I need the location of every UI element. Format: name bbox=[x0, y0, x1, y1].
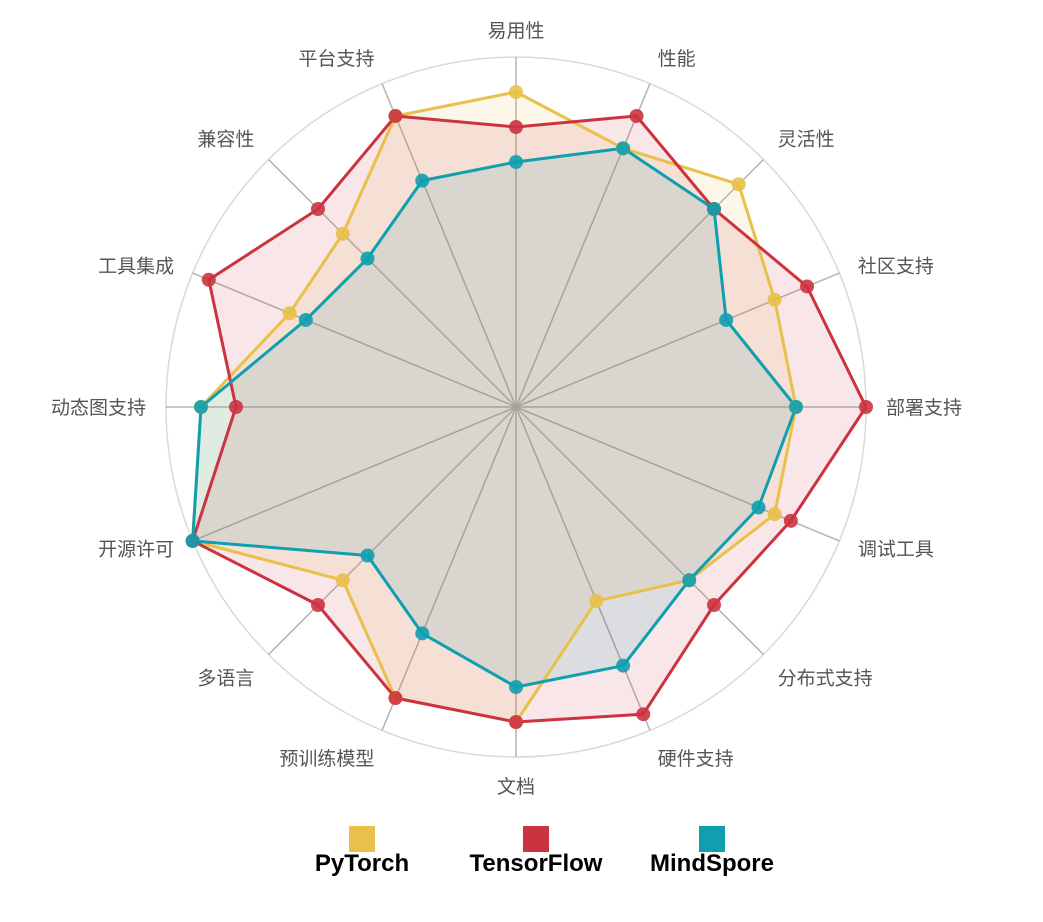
data-point-pytorch[interactable] bbox=[767, 507, 782, 522]
axis-label: 硬件支持 bbox=[658, 748, 734, 770]
data-point-tensorflow[interactable] bbox=[229, 400, 243, 414]
data-point-tensorflow[interactable] bbox=[509, 120, 523, 134]
legend-label: TensorFlow bbox=[470, 850, 603, 877]
data-point-tensorflow[interactable] bbox=[388, 108, 403, 123]
data-point-pytorch[interactable] bbox=[589, 594, 604, 609]
grid-spoke bbox=[381, 83, 517, 408]
data-point-mindspore[interactable] bbox=[719, 312, 734, 327]
legend-item-mindspore[interactable]: MindSpore bbox=[650, 826, 774, 877]
grid-spoke bbox=[192, 406, 517, 542]
grid-spoke bbox=[381, 406, 517, 731]
data-point-tensorflow[interactable] bbox=[706, 597, 721, 612]
data-point-mindspore[interactable] bbox=[509, 680, 523, 694]
legend-swatch bbox=[349, 826, 375, 852]
legend: PyTorch TensorFlow MindSpore bbox=[315, 826, 774, 877]
axis-label: 灵活性 bbox=[778, 128, 835, 150]
axis-label: 兼容性 bbox=[197, 128, 254, 150]
data-point-mindspore[interactable] bbox=[415, 173, 430, 188]
data-point-tensorflow[interactable] bbox=[859, 400, 873, 414]
data-point-mindspore[interactable] bbox=[360, 251, 375, 266]
axis-label: 开源许可 bbox=[98, 539, 174, 561]
data-point-tensorflow[interactable] bbox=[636, 707, 651, 722]
grid-spoke bbox=[515, 406, 651, 731]
legend-label: MindSpore bbox=[650, 850, 774, 877]
grid-spoke bbox=[267, 158, 517, 408]
data-point-mindspore[interactable] bbox=[194, 400, 208, 414]
axis-label: 工具集成 bbox=[98, 255, 174, 277]
data-point-mindspore[interactable] bbox=[751, 500, 766, 515]
axis-label: 动态图支持 bbox=[51, 397, 146, 419]
data-point-tensorflow[interactable] bbox=[311, 202, 326, 217]
data-point-mindspore[interactable] bbox=[682, 573, 697, 588]
data-point-mindspore[interactable] bbox=[616, 141, 631, 156]
legend-label: PyTorch bbox=[315, 850, 409, 877]
data-point-mindspore[interactable] bbox=[789, 400, 803, 414]
data-point-mindspore[interactable] bbox=[616, 658, 631, 673]
data-point-tensorflow[interactable] bbox=[629, 108, 644, 123]
radar-grid bbox=[165, 56, 867, 758]
data-point-tensorflow[interactable] bbox=[388, 691, 403, 706]
data-point-tensorflow[interactable] bbox=[201, 272, 216, 287]
axis-label: 易用性 bbox=[487, 20, 544, 42]
data-point-mindspore[interactable] bbox=[185, 533, 200, 548]
data-point-mindspore[interactable] bbox=[509, 155, 523, 169]
axis-label: 文档 bbox=[497, 776, 535, 798]
data-point-pytorch[interactable] bbox=[731, 177, 746, 192]
series-area-pytorch bbox=[192, 92, 797, 722]
axis-label: 预训练模型 bbox=[279, 748, 374, 770]
data-point-pytorch[interactable] bbox=[335, 226, 350, 241]
axis-label: 性能 bbox=[658, 48, 696, 70]
axis-label: 社区支持 bbox=[858, 255, 934, 277]
axis-label: 多语言 bbox=[197, 668, 254, 690]
data-point-mindspore[interactable] bbox=[298, 312, 313, 327]
legend-swatch bbox=[523, 826, 549, 852]
data-point-tensorflow[interactable] bbox=[800, 279, 815, 294]
axis-label: 部署支持 bbox=[886, 397, 962, 419]
grid-spoke bbox=[515, 83, 651, 408]
data-point-pytorch[interactable] bbox=[282, 306, 297, 321]
legend-item-tensorflow[interactable]: TensorFlow bbox=[470, 826, 603, 877]
data-point-mindspore[interactable] bbox=[360, 548, 375, 563]
axis-label: 调试工具 bbox=[858, 539, 934, 561]
legend-item-pytorch[interactable]: PyTorch bbox=[315, 826, 409, 877]
data-point-pytorch[interactable] bbox=[509, 85, 523, 99]
data-point-tensorflow[interactable] bbox=[311, 597, 326, 612]
grid-spoke bbox=[267, 406, 517, 656]
legend-swatch bbox=[699, 826, 725, 852]
axis-label: 分布式支持 bbox=[778, 668, 873, 690]
data-point-tensorflow[interactable] bbox=[509, 715, 523, 729]
grid-spoke bbox=[192, 272, 517, 408]
data-point-pytorch[interactable] bbox=[335, 573, 350, 588]
grid-spoke bbox=[515, 406, 765, 656]
grid-spoke bbox=[515, 272, 840, 408]
axis-label: 平台支持 bbox=[298, 48, 374, 70]
series-areas bbox=[192, 92, 867, 722]
grid-spoke bbox=[515, 158, 765, 408]
data-point-tensorflow[interactable] bbox=[783, 513, 798, 528]
series-points bbox=[185, 85, 873, 729]
data-point-mindspore[interactable] bbox=[415, 626, 430, 641]
data-point-pytorch[interactable] bbox=[767, 292, 782, 307]
data-point-mindspore[interactable] bbox=[706, 202, 721, 217]
